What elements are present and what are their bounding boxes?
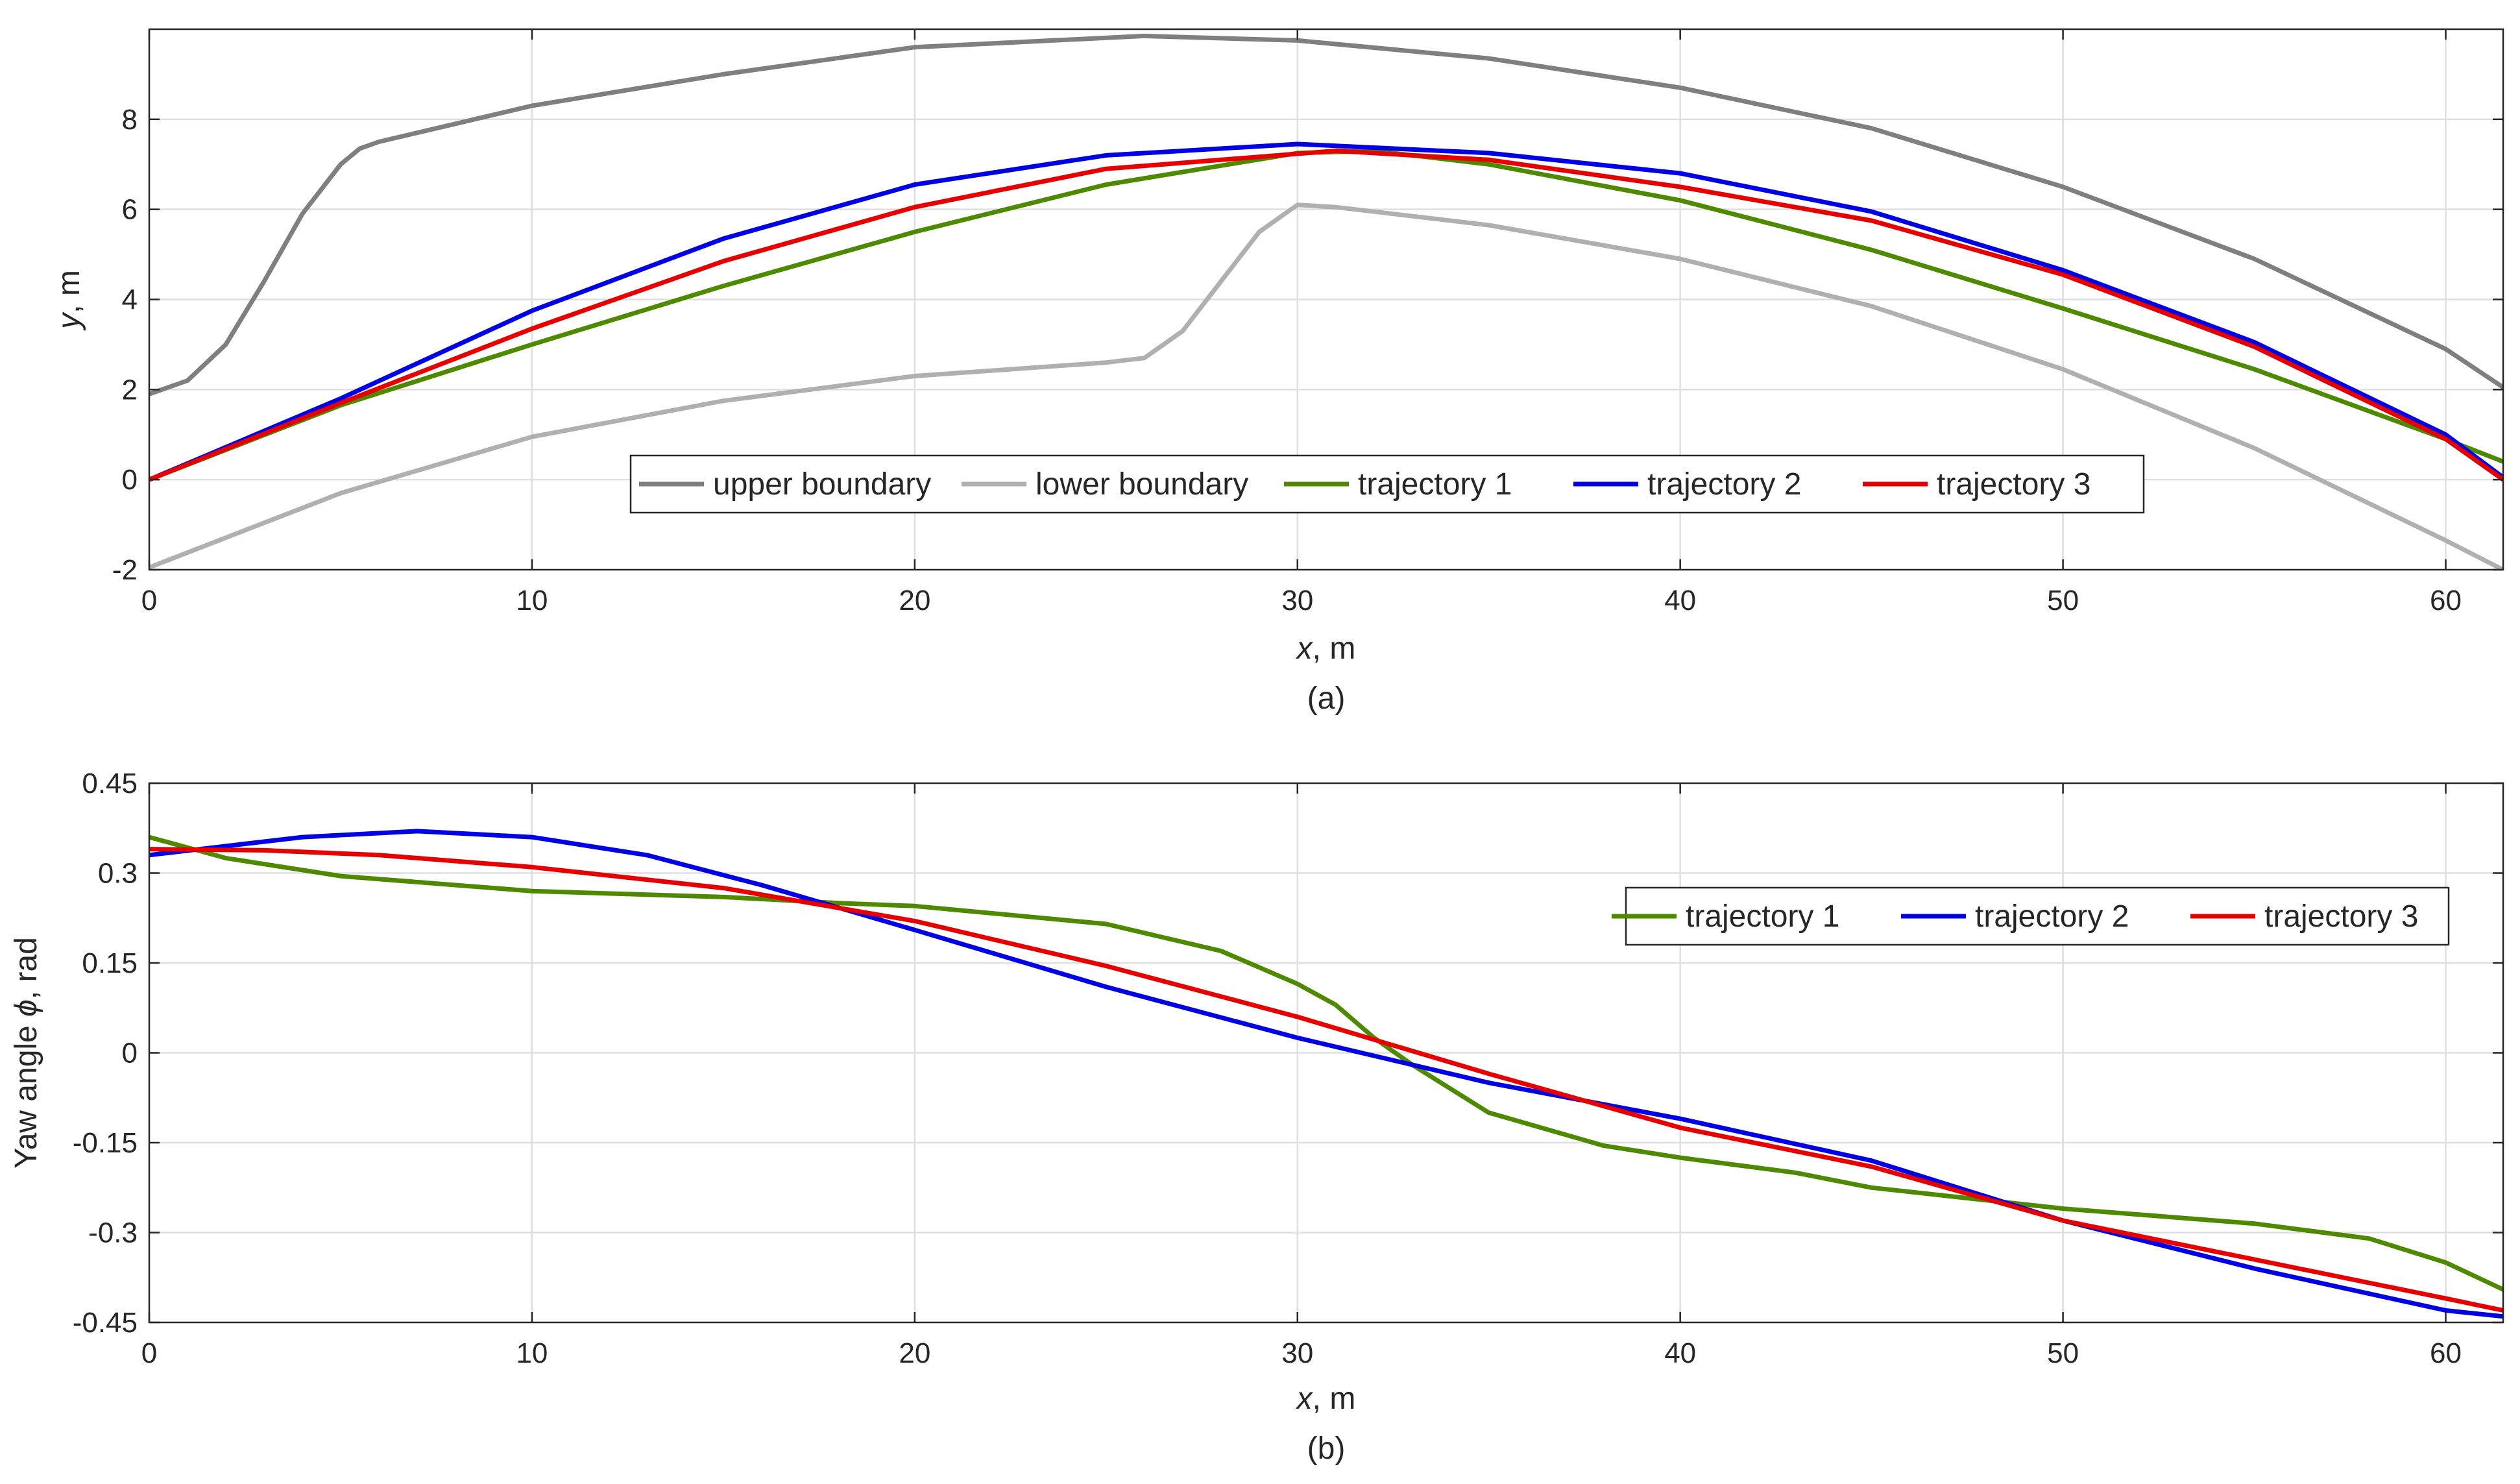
panel-a-xtick-label: 40 <box>1664 585 1696 616</box>
panel-b-ylabel-prefix: Yaw angle <box>9 1017 43 1169</box>
panel-a-ytick-label: -2 <box>112 554 138 586</box>
panel-b-xtick-label: 30 <box>1281 1337 1313 1369</box>
panel-b-xlabel-unit: , m <box>1313 1381 1356 1416</box>
panel-a-xtick-label: 10 <box>516 585 548 616</box>
panel-b-ytick-label: 0 <box>122 1038 138 1069</box>
panel-a-xtick-label: 50 <box>2047 585 2079 616</box>
panel-b-ylabel-var: ϕ <box>9 999 43 1017</box>
panel-b-legend-trajectory-2-label: trajectory 2 <box>1975 899 2129 934</box>
panel-b: 0 10 20 30 40 50 60 -0.45 -0.3 -0.15 0 0.15 0.3 0.45 x… <box>9 768 2504 1466</box>
panel-b-ytick-label: -0.3 <box>88 1217 138 1249</box>
panel-a-xlabel: x, m <box>1296 631 1356 666</box>
panel-a-ytick-label: 8 <box>122 104 138 136</box>
panel-b-xlabel-var: x <box>1296 1381 1314 1416</box>
panel-a-xtick-label: 0 <box>141 585 157 616</box>
panel-b-legend: trajectory 1 trajectory 2 trajectory 3 <box>1612 886 2450 946</box>
panel-a-series <box>149 33 2503 570</box>
panel-b-series-trajectory-3 <box>149 847 2503 1313</box>
panel-b-ytick-label: -0.45 <box>73 1307 138 1339</box>
panel-b-xtick-label: 60 <box>2430 1337 2462 1369</box>
panel-a-series-trajectory-2 <box>149 141 2503 482</box>
panel-a-legend-lower-boundary-label: lower boundary <box>1036 467 1248 502</box>
panel-b-legend-box <box>1625 886 2450 946</box>
panel-b-series-trajectory-1 <box>149 834 2503 1292</box>
panel-a-series-trajectory-1 <box>149 148 2503 482</box>
panel-a-ytick-label: 4 <box>122 284 138 316</box>
panel-b-xtick-label: 10 <box>516 1337 548 1369</box>
panel-b-series-trajectory-2 <box>149 829 2503 1319</box>
panel-a-series-upper-boundary <box>149 33 2503 396</box>
panel-a-ytick-label: 6 <box>122 194 138 226</box>
panel-a-ylabel: y, m <box>52 270 86 331</box>
panel-b-legend-trajectory-3-label: trajectory 3 <box>2264 899 2418 934</box>
panel-b-caption: (b) <box>1307 1431 1346 1466</box>
panel-a-series-lower-boundary <box>149 202 2503 570</box>
panel-b-xtick-label: 40 <box>1664 1337 1696 1369</box>
panel-a-xlabel-unit: , m <box>1313 631 1356 666</box>
panel-b-ytick-label: 0.45 <box>82 768 138 799</box>
panel-b-xtick-label: 50 <box>2047 1337 2079 1369</box>
panel-b-ytick-label: 0.3 <box>98 858 138 890</box>
panel-a-xtick-label: 60 <box>2430 585 2462 616</box>
panel-b-xlabel: x, m <box>1296 1381 1356 1416</box>
panel-a-ylabel-unit: , m <box>52 270 86 313</box>
panel-a-ytick-label: 0 <box>122 464 138 496</box>
panel-a-xtick-label: 30 <box>1281 585 1313 616</box>
panel-b-ytick-label: -0.15 <box>73 1127 138 1159</box>
panel-a-ylabel-var: y <box>52 311 86 331</box>
panel-a-legend-trajectory-3-label: trajectory 3 <box>1937 467 2090 502</box>
panel-b-xtick-label: 20 <box>899 1337 930 1369</box>
panel-b-ylabel-unit: , rad <box>9 937 43 999</box>
panel-a-legend: upper boundary lower boundary trajectory 1… <box>629 454 2145 514</box>
panel-b-series <box>149 829 2503 1319</box>
panel-b-ytick-label: 0.15 <box>82 947 138 979</box>
panel-a-legend-trajectory-2-label: trajectory 2 <box>1647 467 1801 502</box>
panel-b-xtick-label: 0 <box>141 1337 157 1369</box>
panel-a-ytick-label: 2 <box>122 374 138 406</box>
panel-a-series-trajectory-3 <box>149 148 2503 482</box>
panel-a-caption: (a) <box>1307 681 1346 716</box>
panel-b-ylabel: Yaw angle ϕ, rad <box>9 937 43 1169</box>
panel-a-legend-upper-boundary-label: upper boundary <box>713 467 931 502</box>
panel-a-xtick-label: 20 <box>899 585 930 616</box>
panel-a-xlabel-var: x <box>1296 631 1314 666</box>
panel-b-legend-trajectory-1-label: trajectory 1 <box>1686 899 1839 934</box>
panel-a-legend-trajectory-1-label: trajectory 1 <box>1358 467 1512 502</box>
